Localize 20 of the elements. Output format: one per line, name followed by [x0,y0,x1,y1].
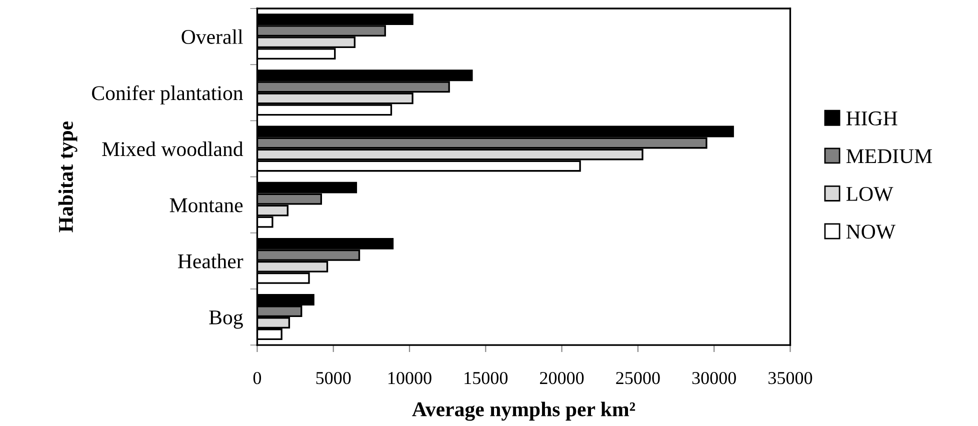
legend-label: HIGH [846,111,898,126]
legend-label: NOW [846,224,896,239]
y-tick-label: Montane [170,198,243,212]
x-tick-label: 30000 [692,372,736,384]
y-tick-label: Heather [178,254,244,268]
x-axis-title: Average nymphs per km² [412,402,636,421]
x-tick-label: 15000 [464,372,508,384]
x-tick-label: 5000 [316,372,351,384]
x-tick-label: 20000 [540,372,584,384]
x-tick-label: 10000 [388,372,432,384]
x-tick-label: 0 [253,372,262,384]
y-axis-title: Habitat type [58,121,78,232]
legend-label: MEDIUM [846,149,932,164]
y-tick-label: Overall [182,29,243,44]
y-tick-label: Mixed woodland [102,142,244,156]
x-tick-label: 25000 [616,372,660,384]
y-tick-label: Conifer plantation [92,85,244,104]
legend-label: LOW [846,186,894,202]
y-tick-label: Bog [209,310,243,329]
x-tick-label: 35000 [768,372,812,384]
